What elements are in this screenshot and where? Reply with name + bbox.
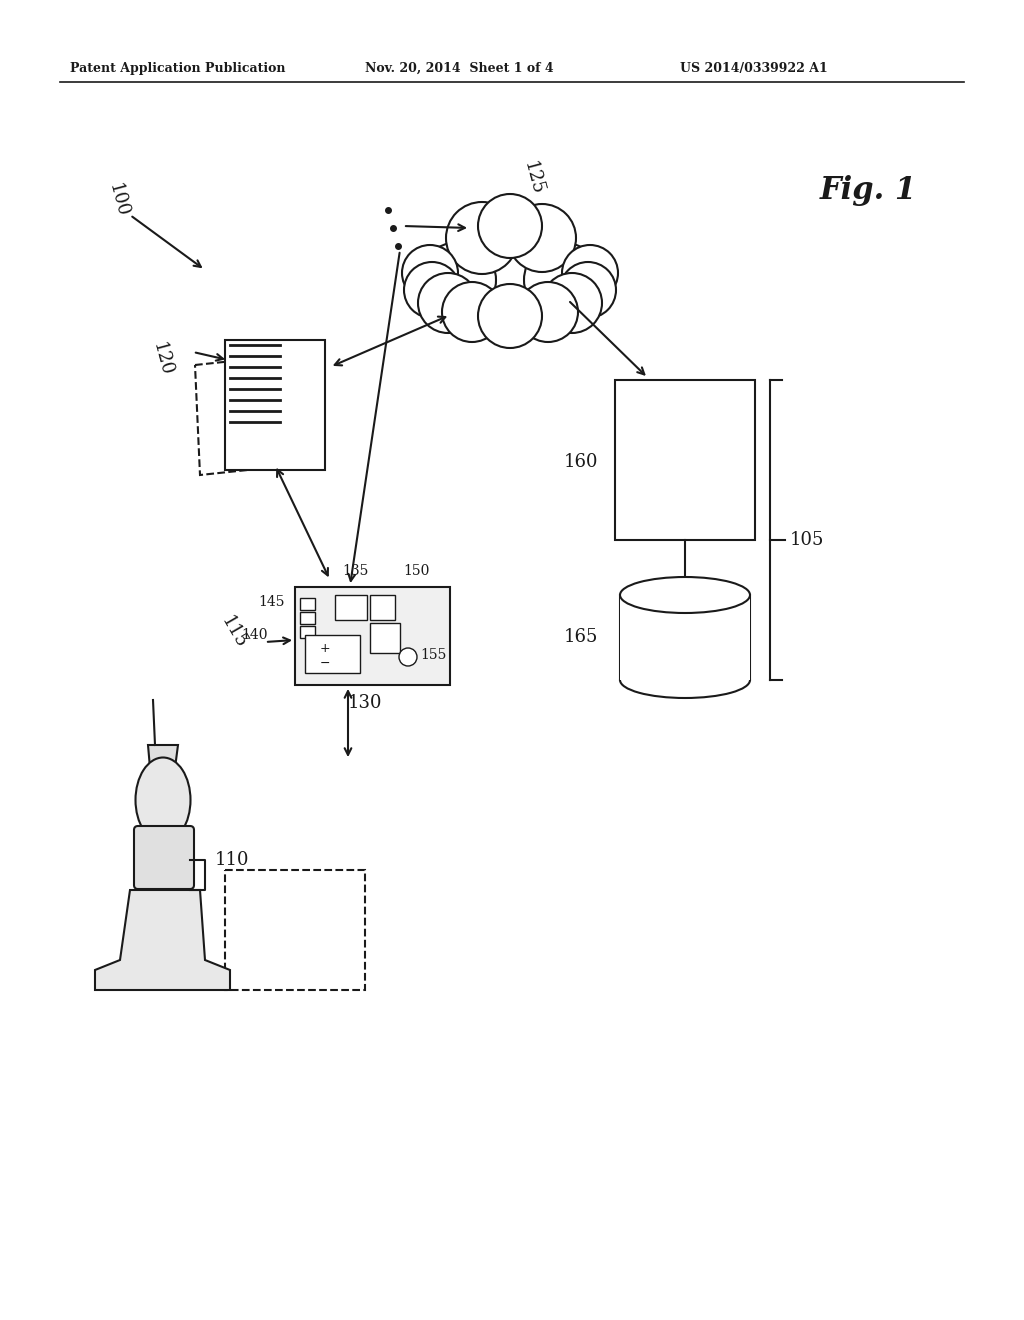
Polygon shape — [195, 355, 295, 475]
Circle shape — [442, 282, 502, 342]
Polygon shape — [620, 595, 750, 680]
Polygon shape — [95, 890, 230, 990]
Polygon shape — [148, 744, 178, 768]
Circle shape — [478, 194, 542, 257]
FancyBboxPatch shape — [300, 598, 315, 610]
Text: 100: 100 — [104, 181, 131, 219]
Ellipse shape — [620, 663, 750, 698]
Text: +: + — [319, 642, 331, 655]
Ellipse shape — [620, 577, 750, 612]
Circle shape — [478, 284, 542, 348]
FancyBboxPatch shape — [300, 612, 315, 624]
Text: 135: 135 — [343, 564, 370, 578]
Text: 105: 105 — [790, 531, 824, 549]
Text: 165: 165 — [563, 628, 598, 645]
Circle shape — [560, 261, 616, 318]
Text: 145: 145 — [258, 595, 285, 609]
Text: 140: 140 — [242, 628, 268, 642]
Circle shape — [399, 648, 417, 667]
Text: 150: 150 — [403, 564, 429, 578]
Circle shape — [542, 273, 602, 333]
FancyBboxPatch shape — [225, 341, 325, 470]
Text: 110: 110 — [215, 851, 250, 869]
Text: 125: 125 — [520, 160, 546, 197]
FancyBboxPatch shape — [615, 380, 755, 540]
Circle shape — [402, 246, 458, 301]
FancyBboxPatch shape — [335, 595, 367, 620]
Ellipse shape — [135, 758, 190, 842]
Circle shape — [404, 261, 460, 318]
Circle shape — [508, 205, 575, 272]
Text: 130: 130 — [348, 694, 383, 711]
Text: 160: 160 — [563, 453, 598, 471]
Text: 115: 115 — [217, 612, 250, 651]
Circle shape — [420, 242, 496, 318]
FancyBboxPatch shape — [370, 595, 395, 620]
FancyBboxPatch shape — [300, 626, 315, 638]
Text: Patent Application Publication: Patent Application Publication — [70, 62, 286, 75]
FancyBboxPatch shape — [295, 587, 450, 685]
Text: −: − — [319, 656, 331, 669]
Circle shape — [455, 213, 565, 323]
Circle shape — [418, 273, 478, 333]
Text: Nov. 20, 2014  Sheet 1 of 4: Nov. 20, 2014 Sheet 1 of 4 — [365, 62, 554, 75]
Text: 120: 120 — [148, 341, 175, 378]
FancyBboxPatch shape — [134, 826, 194, 888]
Text: 155: 155 — [420, 648, 446, 663]
Circle shape — [518, 282, 578, 342]
Circle shape — [524, 242, 600, 318]
Circle shape — [562, 246, 618, 301]
FancyBboxPatch shape — [305, 635, 360, 673]
Text: Fig. 1: Fig. 1 — [820, 176, 918, 206]
Text: US 2014/0339922 A1: US 2014/0339922 A1 — [680, 62, 827, 75]
Circle shape — [446, 202, 518, 275]
FancyBboxPatch shape — [370, 623, 400, 653]
